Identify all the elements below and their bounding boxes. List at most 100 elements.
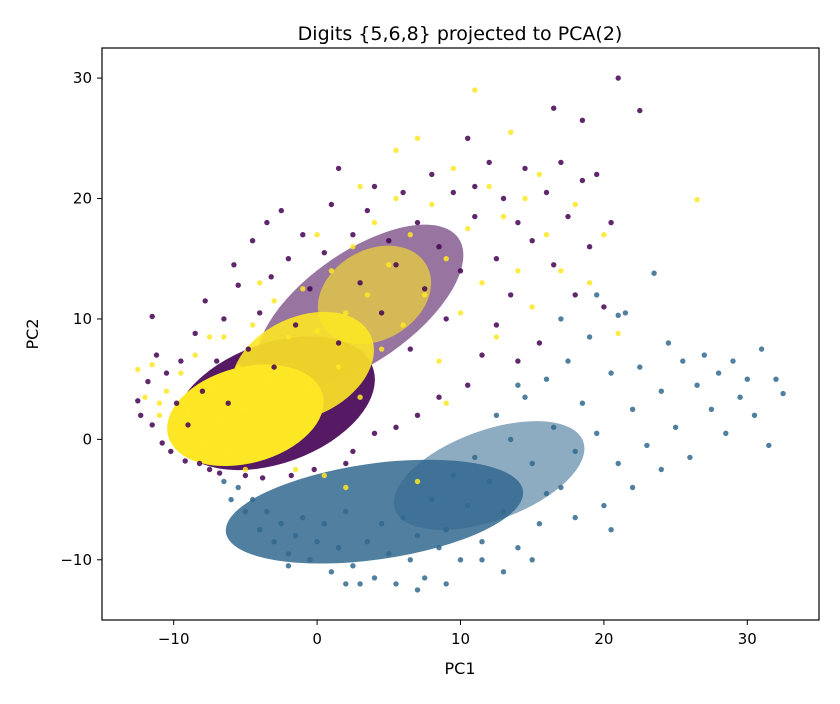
point-class-0 <box>350 448 356 455</box>
point-class-1 <box>701 352 707 358</box>
point-class-2 <box>407 232 413 238</box>
point-class-0 <box>249 238 256 244</box>
point-class-1 <box>565 358 571 364</box>
point-class-2 <box>185 406 191 412</box>
point-class-1 <box>579 400 586 406</box>
point-class-2 <box>156 400 163 406</box>
point-class-2 <box>400 322 406 328</box>
x-tick-label: 30 <box>738 630 757 648</box>
y-tick-label: 20 <box>73 190 92 208</box>
x-axis-ticks: −10 0 10 20 30 <box>158 620 757 648</box>
point-class-0 <box>536 340 543 346</box>
point-class-1 <box>766 442 772 449</box>
point-class-2 <box>178 370 184 376</box>
point-class-1 <box>515 382 521 388</box>
point-class-2 <box>450 165 456 172</box>
point-class-2 <box>493 334 500 340</box>
point-class-0 <box>465 382 471 388</box>
point-class-2 <box>615 330 621 337</box>
point-class-0 <box>288 472 294 479</box>
point-class-0 <box>579 177 586 184</box>
point-class-2 <box>307 382 313 388</box>
y-tick-label: 30 <box>73 69 92 87</box>
point-class-1 <box>715 370 722 376</box>
point-class-1 <box>235 484 241 491</box>
cluster-core <box>231 311 374 423</box>
point-class-2 <box>285 334 292 340</box>
point-class-1 <box>285 551 292 557</box>
point-class-2 <box>694 197 700 203</box>
point-class-0 <box>192 330 198 337</box>
point-class-1 <box>242 508 249 515</box>
point-class-1 <box>594 430 600 436</box>
point-class-0 <box>543 189 550 196</box>
point-class-1 <box>615 312 621 318</box>
data-points <box>135 75 786 593</box>
x-tick-label: 10 <box>451 630 470 648</box>
point-class-1 <box>744 376 750 382</box>
point-class-2 <box>228 448 234 455</box>
point-class-0 <box>185 422 191 428</box>
point-class-2 <box>199 442 206 449</box>
point-class-0 <box>168 448 174 455</box>
point-class-0 <box>257 310 263 316</box>
density-clouds <box>167 224 585 564</box>
point-class-1 <box>536 521 543 527</box>
point-class-1 <box>414 587 421 593</box>
point-class-0 <box>529 238 535 244</box>
point-class-2 <box>465 225 471 232</box>
point-class-2 <box>429 201 435 208</box>
point-class-0 <box>493 322 500 328</box>
point-class-0 <box>422 286 428 292</box>
point-class-2 <box>328 268 335 274</box>
point-class-0 <box>443 316 449 322</box>
point-class-0 <box>371 183 378 190</box>
point-class-0 <box>221 316 227 322</box>
point-class-1 <box>457 557 464 563</box>
point-class-2 <box>264 376 270 382</box>
point-class-2 <box>221 334 227 340</box>
point-class-2 <box>314 232 320 238</box>
point-class-1 <box>558 316 564 322</box>
point-class-1 <box>378 521 385 527</box>
y-axis-ticks: −10 0 10 20 30 <box>60 69 102 569</box>
point-class-1 <box>350 563 356 569</box>
point-class-1 <box>737 394 743 400</box>
point-class-2 <box>257 454 263 461</box>
point-class-1 <box>257 527 263 533</box>
point-class-2 <box>386 262 392 268</box>
point-class-1 <box>586 334 593 340</box>
point-class-2 <box>314 328 320 334</box>
point-class-1 <box>551 424 557 430</box>
point-class-2 <box>357 394 363 400</box>
point-class-0 <box>407 346 413 352</box>
point-class-1 <box>694 382 700 388</box>
point-class-0 <box>235 282 241 288</box>
point-class-0 <box>414 412 421 418</box>
point-class-1 <box>271 539 277 545</box>
point-class-0 <box>393 262 399 268</box>
point-class-2 <box>142 394 148 400</box>
point-class-1 <box>249 496 256 503</box>
point-class-0 <box>163 370 170 376</box>
point-class-1 <box>730 358 736 364</box>
cluster-core <box>393 421 585 530</box>
point-class-1 <box>393 581 399 587</box>
point-class-2 <box>192 352 198 358</box>
point-class-0 <box>285 256 292 262</box>
point-class-2 <box>443 256 449 262</box>
point-class-0 <box>400 189 406 196</box>
point-class-0 <box>300 232 306 238</box>
point-class-1 <box>658 388 664 394</box>
point-class-0 <box>551 105 557 111</box>
point-class-0 <box>202 298 208 304</box>
point-class-0 <box>579 117 586 124</box>
point-class-0 <box>178 358 184 364</box>
point-class-2 <box>242 406 249 412</box>
point-class-0 <box>225 400 231 406</box>
point-class-1 <box>443 527 449 533</box>
point-class-2 <box>529 304 535 310</box>
x-tick-label: 0 <box>312 630 322 648</box>
point-class-0 <box>615 75 621 81</box>
y-tick-label: 0 <box>82 430 92 448</box>
